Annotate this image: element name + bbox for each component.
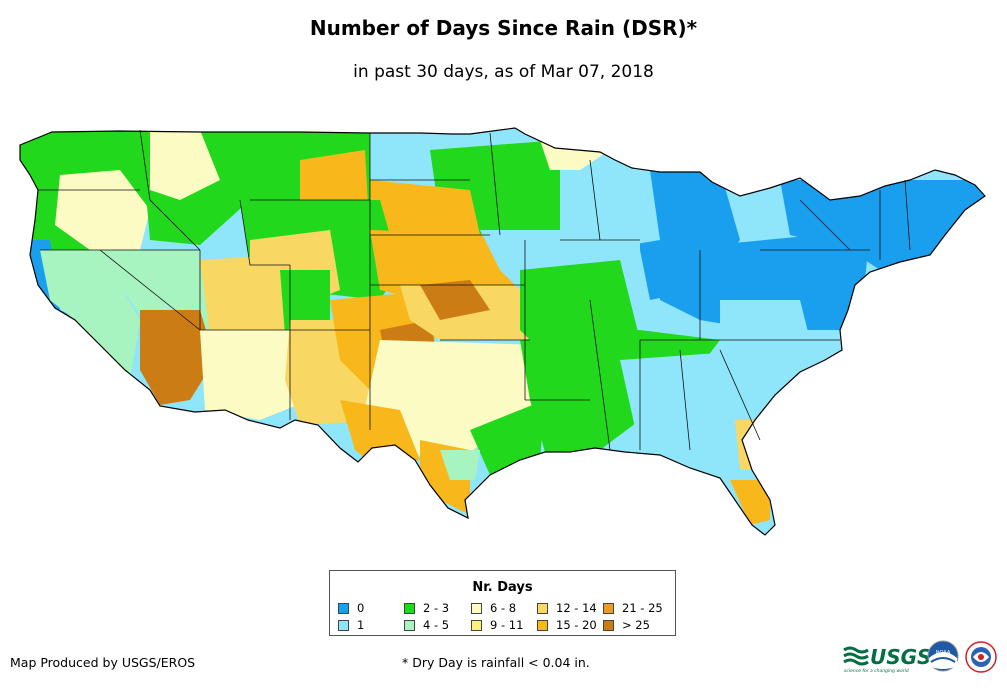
dry-day-footnote: * Dry Day is rainfall < 0.04 in. <box>402 655 590 670</box>
nws-logo-icon <box>965 641 997 673</box>
legend-item-1: 1 <box>338 619 364 632</box>
legend-item-8: 21 - 25 <box>603 602 663 615</box>
legend-swatch-3 <box>404 620 415 631</box>
map-subtitle: in past 30 days, as of Mar 07, 2018 <box>353 62 654 82</box>
legend-item-6: 12 - 14 <box>537 602 597 615</box>
legend-swatch-9 <box>603 620 614 631</box>
legend-label-7: 15 - 20 <box>556 618 597 632</box>
legend-swatch-6 <box>537 603 548 614</box>
legend-label-4: 6 - 8 <box>490 601 517 615</box>
noaa-logo-icon: NOAA <box>927 640 959 672</box>
legend-item-5: 9 - 11 <box>471 619 523 632</box>
legend-swatch-0 <box>338 603 349 614</box>
usgs-logo-text: USGS <box>870 645 931 669</box>
legend-item-0: 0 <box>338 602 364 615</box>
noaa-logo-text: NOAA <box>936 650 951 656</box>
legend-label-8: 21 - 25 <box>622 601 663 615</box>
legend-label-5: 9 - 11 <box>490 618 524 632</box>
map-title: Number of Days Since Rain (DSR)* <box>309 16 698 40</box>
legend-swatch-1 <box>338 620 349 631</box>
legend-label-6: 12 - 14 <box>556 601 597 615</box>
agency-logos: USGS science for a changing world NOAA <box>842 638 1002 678</box>
usgs-tagline: science for a changing world <box>844 668 909 674</box>
legend-item-3: 4 - 5 <box>404 619 449 632</box>
state-boundaries <box>38 129 911 451</box>
map-credit: Map Produced by USGS/EROS <box>10 655 196 670</box>
legend-item-7: 15 - 20 <box>537 619 597 632</box>
legend-label-2: 2 - 3 <box>423 601 450 615</box>
legend-swatch-5 <box>471 620 482 631</box>
legend-swatch-2 <box>404 603 415 614</box>
legend: Nr. Days 0 1 2 - 3 4 - 5 6 - 8 9 - 11 12… <box>329 570 676 636</box>
legend-label-3: 4 - 5 <box>423 618 450 632</box>
legend-label-9: > 25 <box>622 618 650 632</box>
legend-swatch-4 <box>471 603 482 614</box>
legend-swatch-8 <box>603 603 614 614</box>
legend-item-4: 6 - 8 <box>471 602 516 615</box>
usgs-logo-icon: USGS science for a changing world <box>843 645 931 674</box>
legend-swatch-7 <box>537 620 548 631</box>
us-outline <box>19 127 986 536</box>
legend-item-9: > 25 <box>603 619 650 632</box>
legend-title: Nr. Days <box>472 580 533 595</box>
legend-label-1: 1 <box>357 618 365 632</box>
legend-item-2: 2 - 3 <box>404 602 449 615</box>
legend-label-0: 0 <box>357 601 365 615</box>
